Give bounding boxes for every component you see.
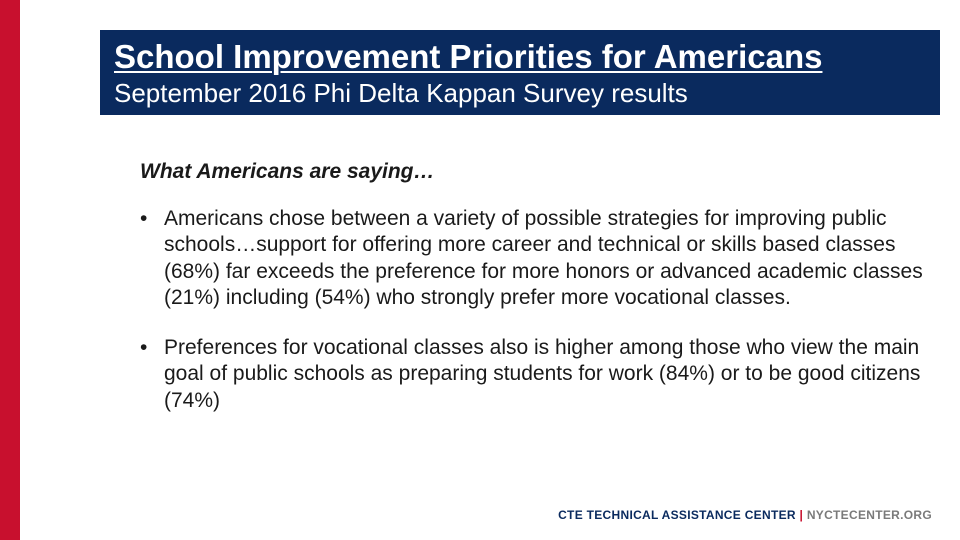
footer: CTE TECHNICAL ASSISTANCE CENTER | NYCTEC… — [558, 508, 932, 522]
slide-subtitle: September 2016 Phi Delta Kappan Survey r… — [114, 78, 926, 109]
header-box: School Improvement Priorities for Americ… — [100, 30, 940, 115]
bullet-list: Americans chose between a variety of pos… — [140, 206, 930, 414]
footer-org: CTE TECHNICAL ASSISTANCE CENTER — [558, 508, 796, 522]
slide-title: School Improvement Priorities for Americ… — [114, 38, 926, 76]
accent-stripe — [0, 0, 20, 540]
footer-url: NYCTECENTER.ORG — [807, 508, 932, 522]
footer-separator: | — [800, 508, 804, 522]
lead-text: What Americans are saying… — [140, 160, 930, 184]
list-item: Preferences for vocational classes also … — [140, 335, 930, 414]
list-item: Americans chose between a variety of pos… — [140, 206, 930, 311]
content-area: What Americans are saying… Americans cho… — [140, 160, 930, 438]
